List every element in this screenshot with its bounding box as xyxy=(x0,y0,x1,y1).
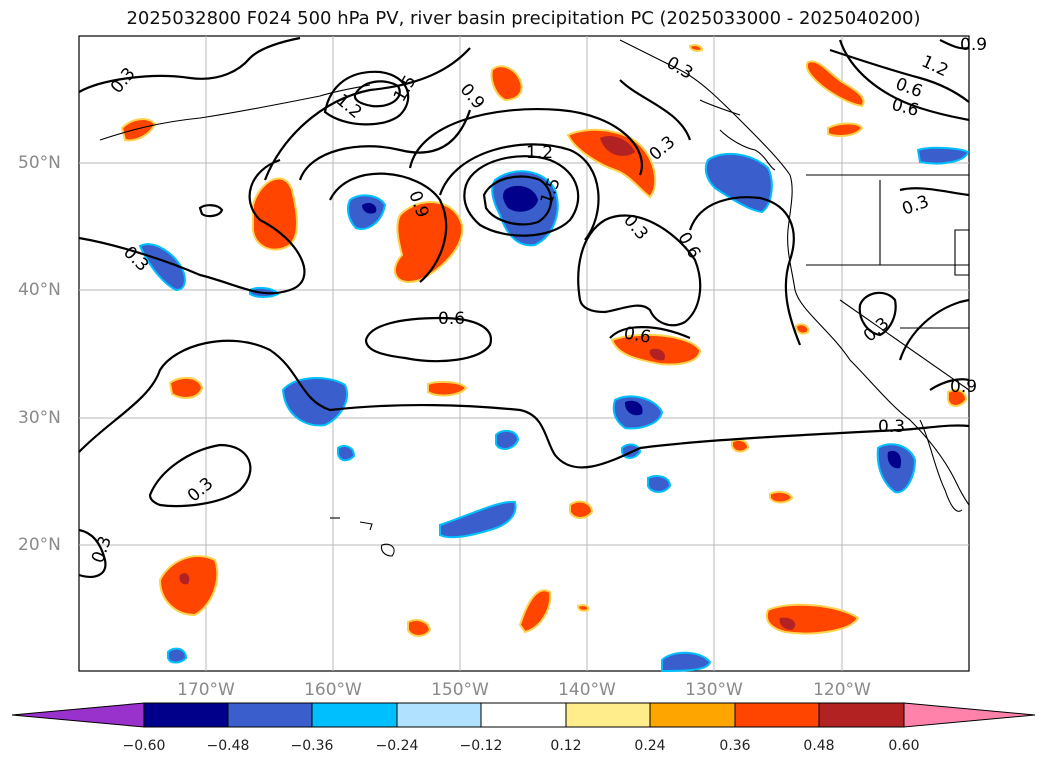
lon-label: 160°W xyxy=(304,680,362,700)
precip-positive-areas xyxy=(120,44,968,637)
precip-positive-blob xyxy=(168,376,204,399)
lat-label: 20°N xyxy=(18,535,61,555)
contour-label: 1.2 xyxy=(526,143,553,163)
precip-positive-blob xyxy=(779,617,796,630)
precip-positive-blob xyxy=(518,589,552,634)
precip-negative-blob xyxy=(503,185,538,212)
colorbar-tick-label: −0.48 xyxy=(206,738,250,754)
graticule xyxy=(79,36,969,671)
precip-positive-blob xyxy=(252,177,298,251)
colorbar-bin xyxy=(734,702,820,728)
precip-negative-blob xyxy=(337,445,356,462)
precip-negative-blob xyxy=(661,651,712,673)
contour-label: 0.9 xyxy=(960,35,987,55)
contour-label: 0.6 xyxy=(438,309,465,329)
precip-negative-blob xyxy=(362,202,377,214)
precip-negative-blob xyxy=(167,647,188,664)
colorbar-tick-label: 0.60 xyxy=(888,738,920,754)
colorbar-extend-max xyxy=(903,702,1036,728)
precip-positive-blob xyxy=(794,323,810,335)
colorbar-bin xyxy=(565,702,651,728)
precip-positive-blob xyxy=(947,389,968,407)
lat-label: 50°N xyxy=(18,153,61,173)
precip-negative-blob xyxy=(887,450,902,469)
precip-negative-blob xyxy=(439,500,517,539)
precip-positive-blob xyxy=(120,118,157,142)
colorbar-bin xyxy=(818,702,905,728)
colorbar-extend-min xyxy=(11,702,145,728)
precip-positive-blob xyxy=(569,500,594,519)
precip-positive-blob xyxy=(576,604,590,612)
lon-label: 150°W xyxy=(431,680,489,700)
precip-negative-blob xyxy=(647,475,672,493)
colorbar-tick-label: 0.24 xyxy=(634,738,666,754)
precip-positive-blob xyxy=(407,619,432,637)
lat-label: 30°N xyxy=(18,408,61,428)
colorbar-bin xyxy=(311,702,398,728)
precip-positive-blob xyxy=(688,44,704,52)
lon-label: 140°W xyxy=(558,680,616,700)
precip-positive-blob xyxy=(179,573,190,585)
precip-positive-blob xyxy=(490,65,523,102)
lat-label: 40°N xyxy=(18,280,61,300)
colorbar-bin xyxy=(649,702,736,728)
precip-positive-blob xyxy=(805,60,865,108)
colorbar-bin xyxy=(227,702,313,728)
map-title: 2025032800 F024 500 hPa PV, river basin … xyxy=(126,8,921,29)
colorbar-tick-label: −0.24 xyxy=(375,738,419,754)
colorbar-bin xyxy=(480,702,567,728)
precip-negative-blob xyxy=(624,400,643,416)
contour-label: 0.6 xyxy=(622,323,652,347)
colorbar-tick-label: 0.36 xyxy=(719,738,751,754)
lon-label: 130°W xyxy=(685,680,743,700)
precip-negative-blob xyxy=(916,146,970,165)
precip-positive-blob xyxy=(600,135,635,156)
colorbar-tick-label: 0.48 xyxy=(803,738,835,754)
precip-negative-blob xyxy=(495,429,520,450)
precip-positive-blob xyxy=(731,439,750,453)
precip-positive-blob xyxy=(649,348,665,361)
contour-label: 0.9 xyxy=(950,377,977,397)
colorbar-tick-label: 0.12 xyxy=(550,738,582,754)
precip-positive-blob xyxy=(158,555,219,617)
lon-label: 120°W xyxy=(813,680,871,700)
map-frame xyxy=(78,35,970,672)
colorbar xyxy=(11,702,1036,728)
precip-positive-blob xyxy=(827,122,864,137)
colorbar-tick-label: −0.60 xyxy=(122,738,166,754)
contour-label: 0.3 xyxy=(878,417,905,437)
colorbar-tick-label: −0.36 xyxy=(290,738,334,754)
lon-label: 170°W xyxy=(177,680,235,700)
colorbar-bin xyxy=(396,702,482,728)
precip-positive-blob xyxy=(566,128,657,199)
pv-contours xyxy=(78,36,970,578)
precip-negative-blob xyxy=(876,443,917,494)
precip-positive-blob xyxy=(427,380,468,397)
precip-positive-blob xyxy=(769,490,794,504)
coastlines xyxy=(99,39,970,557)
colorbar-tick-label: −0.12 xyxy=(459,738,503,754)
colorbar-bin xyxy=(143,702,229,728)
